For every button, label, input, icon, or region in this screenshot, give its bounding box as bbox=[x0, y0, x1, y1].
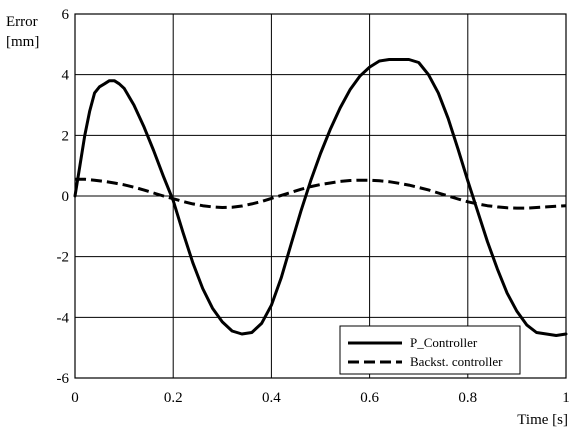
legend-label-backstepping-controller: Backst. controller bbox=[410, 354, 503, 369]
y-tick-label: -2 bbox=[57, 250, 70, 266]
x-tick-label: 0.6 bbox=[360, 390, 379, 406]
tick-labels: 0 0.2 0.4 0.6 0.8 1 6 4 2 0 -2 -4 -6 bbox=[57, 7, 570, 406]
y-tick-label: 4 bbox=[62, 68, 70, 84]
y-tick-label: -4 bbox=[57, 310, 70, 326]
x-axis-label: Time [s] bbox=[517, 412, 568, 428]
x-tick-label: 0 bbox=[71, 390, 79, 406]
x-tick-label: 0.4 bbox=[262, 390, 281, 406]
series-layer bbox=[73, 58, 568, 337]
plot-frame bbox=[74, 13, 567, 379]
series-line-p-controller bbox=[73, 58, 568, 337]
legend-box bbox=[339, 325, 521, 375]
x-tick-label: 0.2 bbox=[164, 390, 183, 406]
grid bbox=[75, 14, 566, 378]
y-tick-label: -6 bbox=[57, 371, 70, 387]
y-axis-label-line2: [mm] bbox=[6, 34, 39, 50]
y-tick-label: 6 bbox=[62, 7, 70, 23]
y-tick-label: 2 bbox=[62, 128, 70, 144]
legend: P_Controller Backst. controller bbox=[339, 325, 521, 375]
legend-label-p-controller: P_Controller bbox=[410, 335, 478, 350]
y-tick-label: 0 bbox=[62, 189, 70, 205]
x-tick-label: 1 bbox=[562, 390, 570, 406]
series-line-backstepping-controller bbox=[75, 177, 567, 210]
x-tick-label: 0.8 bbox=[458, 390, 477, 406]
y-axis-label-line1: Error bbox=[6, 14, 38, 30]
